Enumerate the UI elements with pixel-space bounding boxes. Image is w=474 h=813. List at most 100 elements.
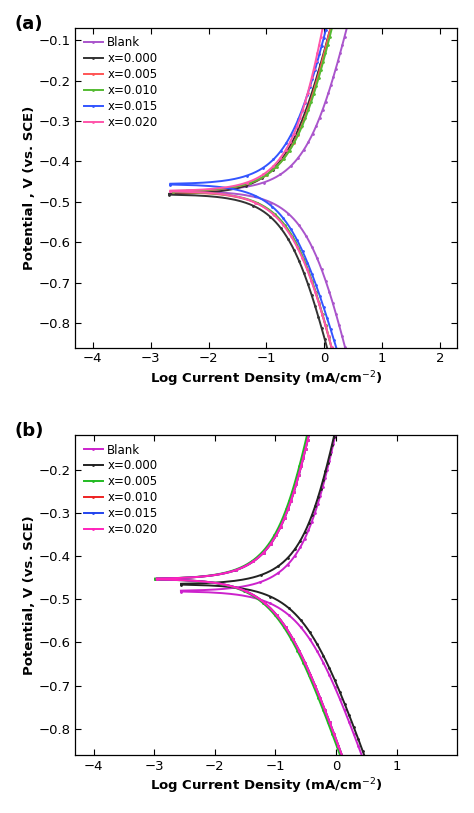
x=0.020: [296, 468, 302, 478]
x=0.000: [337, 406, 343, 416]
x=0.005: [321, 50, 327, 60]
x=0.020: [305, 87, 311, 97]
x=0.010: [322, 50, 328, 60]
Blank: [319, 484, 325, 493]
x=0.015: [176, 573, 182, 583]
x=0.000: [319, 53, 325, 63]
x=0.015: [296, 472, 301, 481]
x=0.005: [305, 428, 310, 438]
Blank: [319, 483, 325, 493]
Blank: [333, 429, 338, 439]
x=0.020: [304, 90, 310, 100]
x=0.015: [321, 33, 327, 42]
x=0.010: [296, 468, 302, 478]
x=0.005: [152, 574, 158, 584]
x=0.000: [320, 476, 326, 486]
Blank: [326, 87, 332, 97]
x=0.010: [310, 90, 316, 100]
x=0.000: [178, 579, 184, 589]
x=0.005: [310, 88, 316, 98]
x=0.010: [328, 24, 334, 34]
x=0.005: [295, 468, 301, 478]
x=0.010: [176, 573, 182, 583]
x=0.015: [296, 468, 302, 478]
x=0.005: [294, 472, 300, 481]
Line: x=0.010: x=0.010: [155, 405, 317, 580]
x=0.015: [307, 84, 312, 93]
x=0.015: [325, 18, 330, 28]
x=0.005: [191, 186, 197, 196]
Legend: Blank, x=0.000, x=0.005, x=0.010, x=0.015, x=0.020: Blank, x=0.000, x=0.005, x=0.010, x=0.01…: [82, 441, 160, 539]
x=0.010: [310, 90, 316, 100]
x=0.020: [319, 24, 325, 34]
Blank: [336, 414, 342, 424]
x=0.000: [201, 578, 206, 588]
x=0.005: [170, 186, 175, 196]
x=0.020: [314, 50, 320, 59]
x=0.000: [320, 477, 326, 487]
x=0.015: [168, 179, 173, 189]
Blank: [330, 441, 336, 450]
x=0.010: [325, 40, 330, 50]
x=0.000: [188, 189, 193, 198]
Blank: [344, 24, 349, 34]
Blank: [337, 50, 343, 59]
Blank: [201, 585, 206, 595]
x=0.000: [307, 93, 313, 103]
Blank: [320, 480, 326, 490]
x=0.000: [331, 433, 337, 443]
x=0.010: [296, 472, 301, 481]
Legend: Blank, x=0.000, x=0.005, x=0.010, x=0.015, x=0.020: Blank, x=0.000, x=0.005, x=0.010, x=0.01…: [82, 34, 160, 132]
x=0.015: [306, 428, 312, 438]
x=0.020: [317, 40, 322, 50]
x=0.015: [154, 574, 160, 584]
x=0.000: [308, 90, 314, 100]
x=0.005: [174, 573, 180, 583]
x=0.005: [327, 25, 333, 35]
x=0.015: [189, 178, 194, 188]
x=0.000: [166, 189, 172, 198]
x=0.005: [307, 418, 313, 428]
x=0.010: [170, 186, 176, 196]
x=0.010: [306, 428, 312, 438]
x=0.000: [333, 423, 339, 433]
x=0.005: [323, 41, 329, 50]
x=0.010: [312, 402, 318, 411]
Line: x=0.015: x=0.015: [155, 405, 317, 580]
x=0.020: [176, 573, 182, 583]
Line: x=0.010: x=0.010: [172, 28, 333, 193]
Line: x=0.015: x=0.015: [169, 21, 329, 185]
x=0.000: [307, 93, 313, 102]
x=0.010: [191, 185, 197, 195]
x=0.020: [306, 428, 312, 438]
Blank: [184, 185, 190, 195]
x=0.000: [327, 28, 332, 37]
Line: x=0.000: x=0.000: [168, 31, 331, 195]
Y-axis label: Potential, V (vs. SCE): Potential, V (vs. SCE): [23, 515, 36, 675]
x=0.015: [319, 43, 324, 53]
x=0.020: [309, 418, 315, 428]
X-axis label: Log Current Density (mA/cm$^{-2}$): Log Current Density (mA/cm$^{-2}$): [150, 370, 383, 389]
x=0.020: [168, 185, 173, 195]
x=0.020: [189, 185, 195, 195]
x=0.015: [295, 472, 301, 481]
Line: x=0.005: x=0.005: [171, 28, 331, 193]
Blank: [340, 40, 346, 50]
x=0.015: [308, 80, 313, 90]
x=0.020: [312, 402, 318, 411]
Line: x=0.005: x=0.005: [154, 405, 315, 580]
x=0.020: [296, 472, 301, 481]
Line: x=0.000: x=0.000: [180, 410, 341, 585]
Text: (a): (a): [14, 15, 43, 33]
Line: Blank: Blank: [186, 28, 348, 192]
x=0.015: [312, 402, 318, 411]
x=0.000: [321, 473, 327, 483]
x=0.005: [310, 90, 315, 100]
x=0.000: [322, 43, 328, 53]
x=0.020: [295, 472, 301, 481]
Blank: [325, 89, 331, 99]
Text: (b): (b): [14, 423, 44, 441]
x=0.005: [310, 91, 315, 101]
Line: x=0.020: x=0.020: [155, 405, 317, 580]
x=0.010: [311, 87, 317, 97]
